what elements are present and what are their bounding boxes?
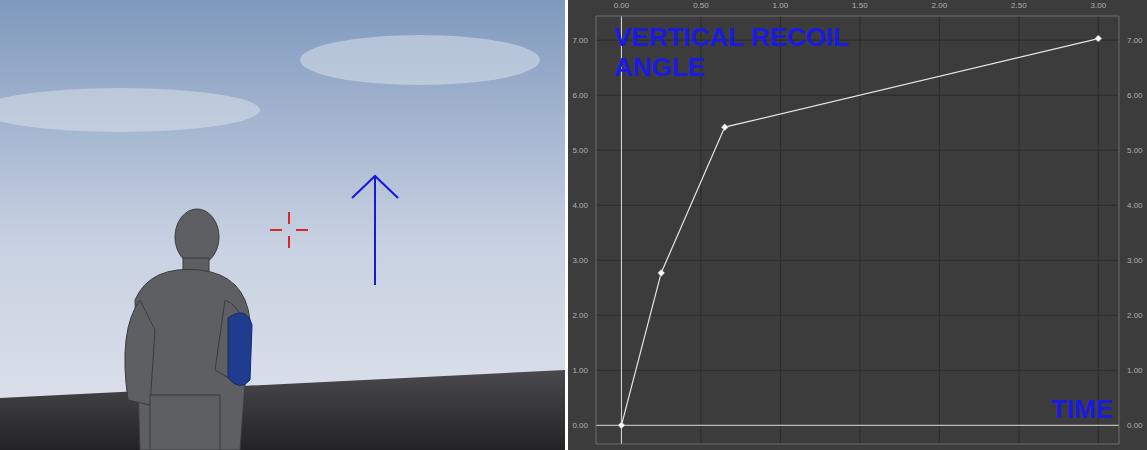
svg-text:4.00: 4.00 — [572, 201, 588, 210]
svg-text:0.00: 0.00 — [614, 1, 630, 10]
svg-text:0.00: 0.00 — [1127, 421, 1143, 430]
svg-text:1.00: 1.00 — [773, 1, 789, 10]
svg-text:3.00: 3.00 — [572, 256, 588, 265]
svg-text:4.00: 4.00 — [1127, 201, 1143, 210]
svg-text:2.50: 2.50 — [1011, 1, 1027, 10]
svg-text:3.00: 3.00 — [1127, 256, 1143, 265]
svg-text:7.00: 7.00 — [1127, 36, 1143, 45]
svg-text:5.00: 5.00 — [572, 146, 588, 155]
svg-text:2.00: 2.00 — [572, 311, 588, 320]
html-text:TIME: TIME — [1050, 394, 1113, 424]
svg-text:0.00: 0.00 — [572, 421, 588, 430]
svg-text:6.00: 6.00 — [1127, 91, 1143, 100]
svg-text:0.50: 0.50 — [693, 1, 709, 10]
svg-text:2.00: 2.00 — [932, 1, 948, 10]
svg-text:1.00: 1.00 — [1127, 366, 1143, 375]
svg-text:1.00: 1.00 — [572, 366, 588, 375]
svg-text:2.00: 2.00 — [1127, 311, 1143, 320]
svg-text:5.00: 5.00 — [1127, 146, 1143, 155]
svg-text:3.00: 3.00 — [1091, 1, 1107, 10]
svg-text:1.50: 1.50 — [852, 1, 868, 10]
svg-text:6.00: 6.00 — [572, 91, 588, 100]
svg-text:7.00: 7.00 — [572, 36, 588, 45]
html-text:VERTICAL RECOIL ANGLE: VERTICAL RECOIL ANGLE — [614, 22, 849, 82]
